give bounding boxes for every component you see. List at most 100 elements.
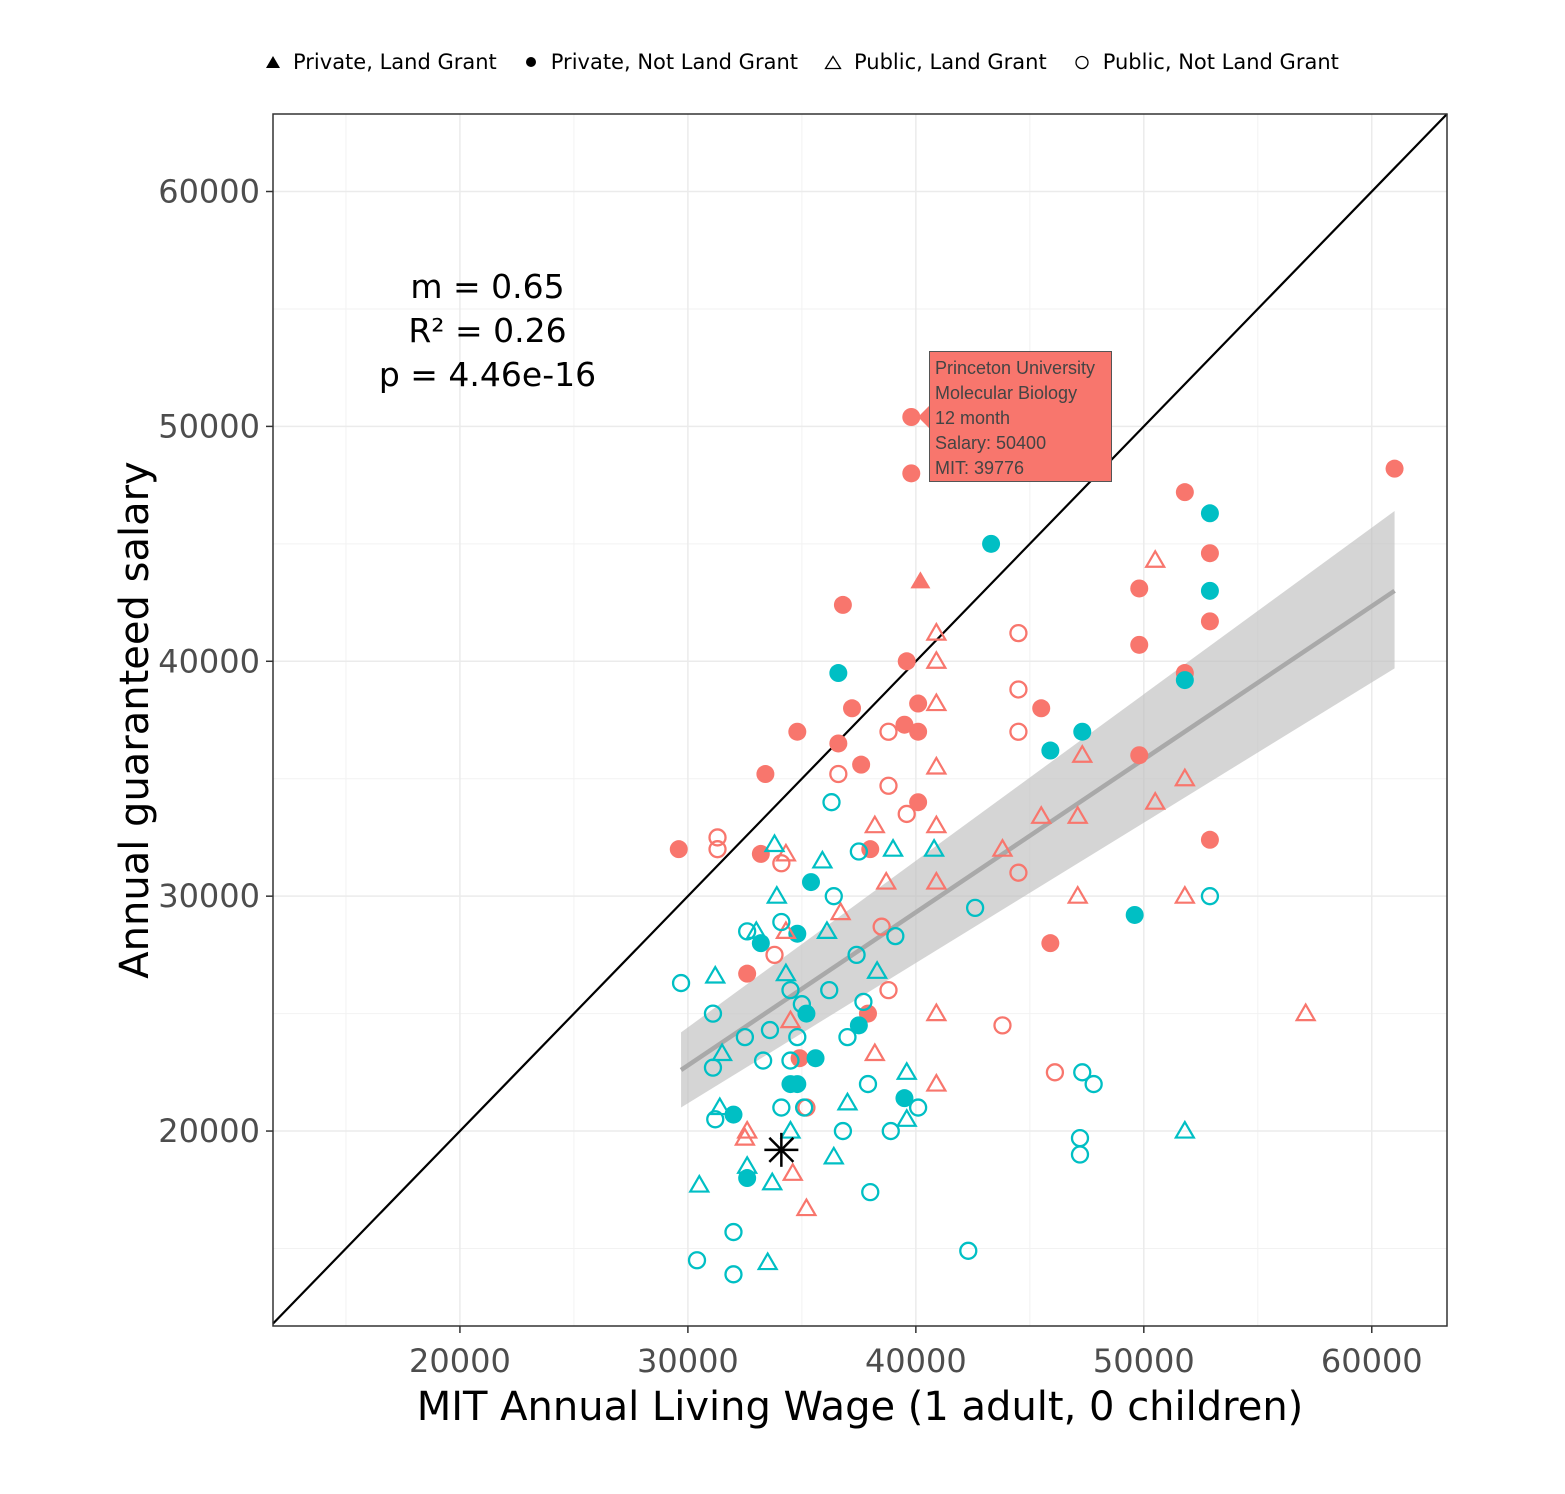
- data-point-filled-circle: [902, 408, 921, 426]
- data-point-open-circle: [794, 1098, 814, 1117]
- data-point-open-triangle: [895, 1061, 918, 1080]
- legend-item-private-not-land-grant[interactable]: Private, Not Land Grant: [523, 50, 798, 74]
- data-point-filled-circle: [909, 722, 928, 741]
- open-circle-icon: [1075, 55, 1089, 69]
- data-point-open-circle: [781, 1051, 800, 1070]
- data-point-open-triangle: [925, 692, 948, 712]
- data-point-open-triangle: [1030, 805, 1053, 824]
- slope-text: m = 0.65: [410, 267, 565, 306]
- data-point-open-circle: [993, 1016, 1012, 1035]
- data-point-filled-circle: [1200, 612, 1219, 631]
- tooltip-institution: Princeton University: [935, 358, 1096, 378]
- data-point-open-circle: [822, 793, 841, 812]
- data-point-open-triangle: [836, 1091, 859, 1111]
- data-point-open-circle: [765, 945, 784, 965]
- data-point-filled-circle: [1175, 483, 1194, 502]
- data-point-open-triangle: [736, 1155, 759, 1174]
- y-axis-label: Annual guaranteed salary: [112, 461, 158, 978]
- legend-label: Public, Land Grant: [854, 50, 1047, 74]
- data-point-open-triangle: [736, 1119, 759, 1139]
- data-point-open-triangle: [991, 837, 1014, 857]
- data-point-open-circle: [724, 1222, 743, 1242]
- data-point-open-triangle: [882, 837, 904, 857]
- data-point-open-circle: [753, 1051, 773, 1070]
- y-tick-label: 20000: [158, 1112, 260, 1150]
- data-point-filled-circle: [895, 1089, 914, 1108]
- data-point-open-circle: [738, 922, 757, 941]
- tooltip-department: Molecular Biology: [935, 383, 1078, 403]
- p-value-text: p = 4.46e-16: [378, 355, 597, 394]
- data-point-filled-triangle: [910, 571, 931, 589]
- data-point-open-triangle: [779, 1119, 802, 1139]
- data-point-open-triangle: [1173, 1119, 1196, 1139]
- data-point-open-circle: [772, 854, 791, 873]
- data-point-open-triangle: [1173, 767, 1196, 787]
- data-point-filled-circle: [797, 1004, 816, 1023]
- data-point-open-circle: [1200, 887, 1220, 906]
- tooltip-term: 12 month: [935, 408, 1011, 428]
- data-point-open-triangle: [779, 1009, 802, 1029]
- data-point-open-triangle: [925, 621, 948, 641]
- data-point-open-triangle: [875, 870, 898, 890]
- data-point-filled-circle: [1032, 699, 1051, 718]
- data-point-filled-circle: [801, 873, 820, 892]
- data-point-open-circle: [772, 912, 791, 932]
- data-point-open-circle: [1009, 863, 1028, 882]
- data-point-filled-circle: [1125, 905, 1144, 924]
- data-point-open-circle: [858, 1074, 878, 1094]
- data-point-open-triangle: [925, 1072, 948, 1092]
- tooltip-salary: Salary: 50400: [935, 433, 1047, 453]
- data-point-open-circle: [965, 898, 985, 918]
- data-point-open-circle: [879, 980, 898, 1000]
- data-point-open-triangle: [1066, 805, 1089, 824]
- data-point-open-circle: [847, 945, 866, 965]
- data-point-filled-circle: [1073, 722, 1092, 741]
- plot-frame: [272, 113, 1448, 1327]
- legend-item-private-land-grant[interactable]: Private, Land Grant: [265, 50, 497, 74]
- data-point-open-circle: [1070, 1128, 1090, 1148]
- data-point-open-triangle: [781, 1162, 804, 1181]
- data-point-open-triangle: [863, 1042, 886, 1062]
- data-point-open-triangle: [829, 901, 852, 921]
- legend-item-public-land-grant[interactable]: Public, Land Grant: [824, 50, 1047, 74]
- data-point-open-triangle: [761, 1171, 784, 1191]
- data-point-open-circle: [854, 992, 873, 1012]
- data-point-filled-circle: [1130, 746, 1149, 765]
- data-point-filled-circle: [1200, 830, 1219, 849]
- data-point-filled-circle: [738, 964, 757, 983]
- data-point-open-circle: [1009, 623, 1028, 643]
- data-point-filled-circle: [897, 652, 916, 671]
- data-point-open-triangle: [923, 837, 945, 857]
- data-point-open-circle: [760, 1020, 780, 1040]
- data-point-open-triangle: [863, 814, 886, 834]
- data-point-open-circle: [1073, 1063, 1092, 1082]
- data-point-open-triangle: [775, 842, 797, 862]
- data-point-filled-circle: [829, 734, 848, 753]
- x-axis-label: MIT Annual Living Wage (1 adult, 0 child…: [417, 1384, 1304, 1430]
- legend-item-public-not-land-grant[interactable]: Public, Not Land Grant: [1073, 50, 1339, 74]
- data-point-open-triangle: [1144, 791, 1167, 810]
- legend-label: Public, Not Land Grant: [1102, 50, 1339, 74]
- identity-line: [272, 113, 1448, 1325]
- data-point-open-triangle: [895, 1108, 918, 1127]
- data-point-open-circle: [872, 917, 891, 936]
- data-point-open-triangle: [816, 920, 838, 939]
- data-point-filled-circle: [843, 699, 862, 718]
- data-point-open-triangle: [1173, 884, 1196, 904]
- data-point-open-triangle: [688, 1173, 711, 1193]
- highlight-asterisk: [764, 1132, 799, 1167]
- data-point-open-circle: [1009, 680, 1028, 699]
- data-point-filled-circle: [902, 464, 921, 483]
- data-point-filled-circle: [756, 765, 775, 784]
- data-point-open-circle: [708, 828, 727, 847]
- legend: Private, Land Grant Private, Not Land Gr…: [265, 50, 1365, 74]
- asterisk-stroke: [768, 1136, 795, 1163]
- data-point-filled-circle: [895, 715, 914, 734]
- r-squared-text: R² = 0.26: [408, 311, 567, 350]
- data-point-open-circle: [706, 1110, 725, 1129]
- data-point-open-triangle: [756, 1251, 779, 1271]
- data-point-open-circle: [1045, 1063, 1065, 1082]
- data-point-open-circle: [829, 764, 848, 784]
- data-point-open-circle: [1009, 722, 1028, 741]
- data-point-open-circle: [838, 1027, 857, 1047]
